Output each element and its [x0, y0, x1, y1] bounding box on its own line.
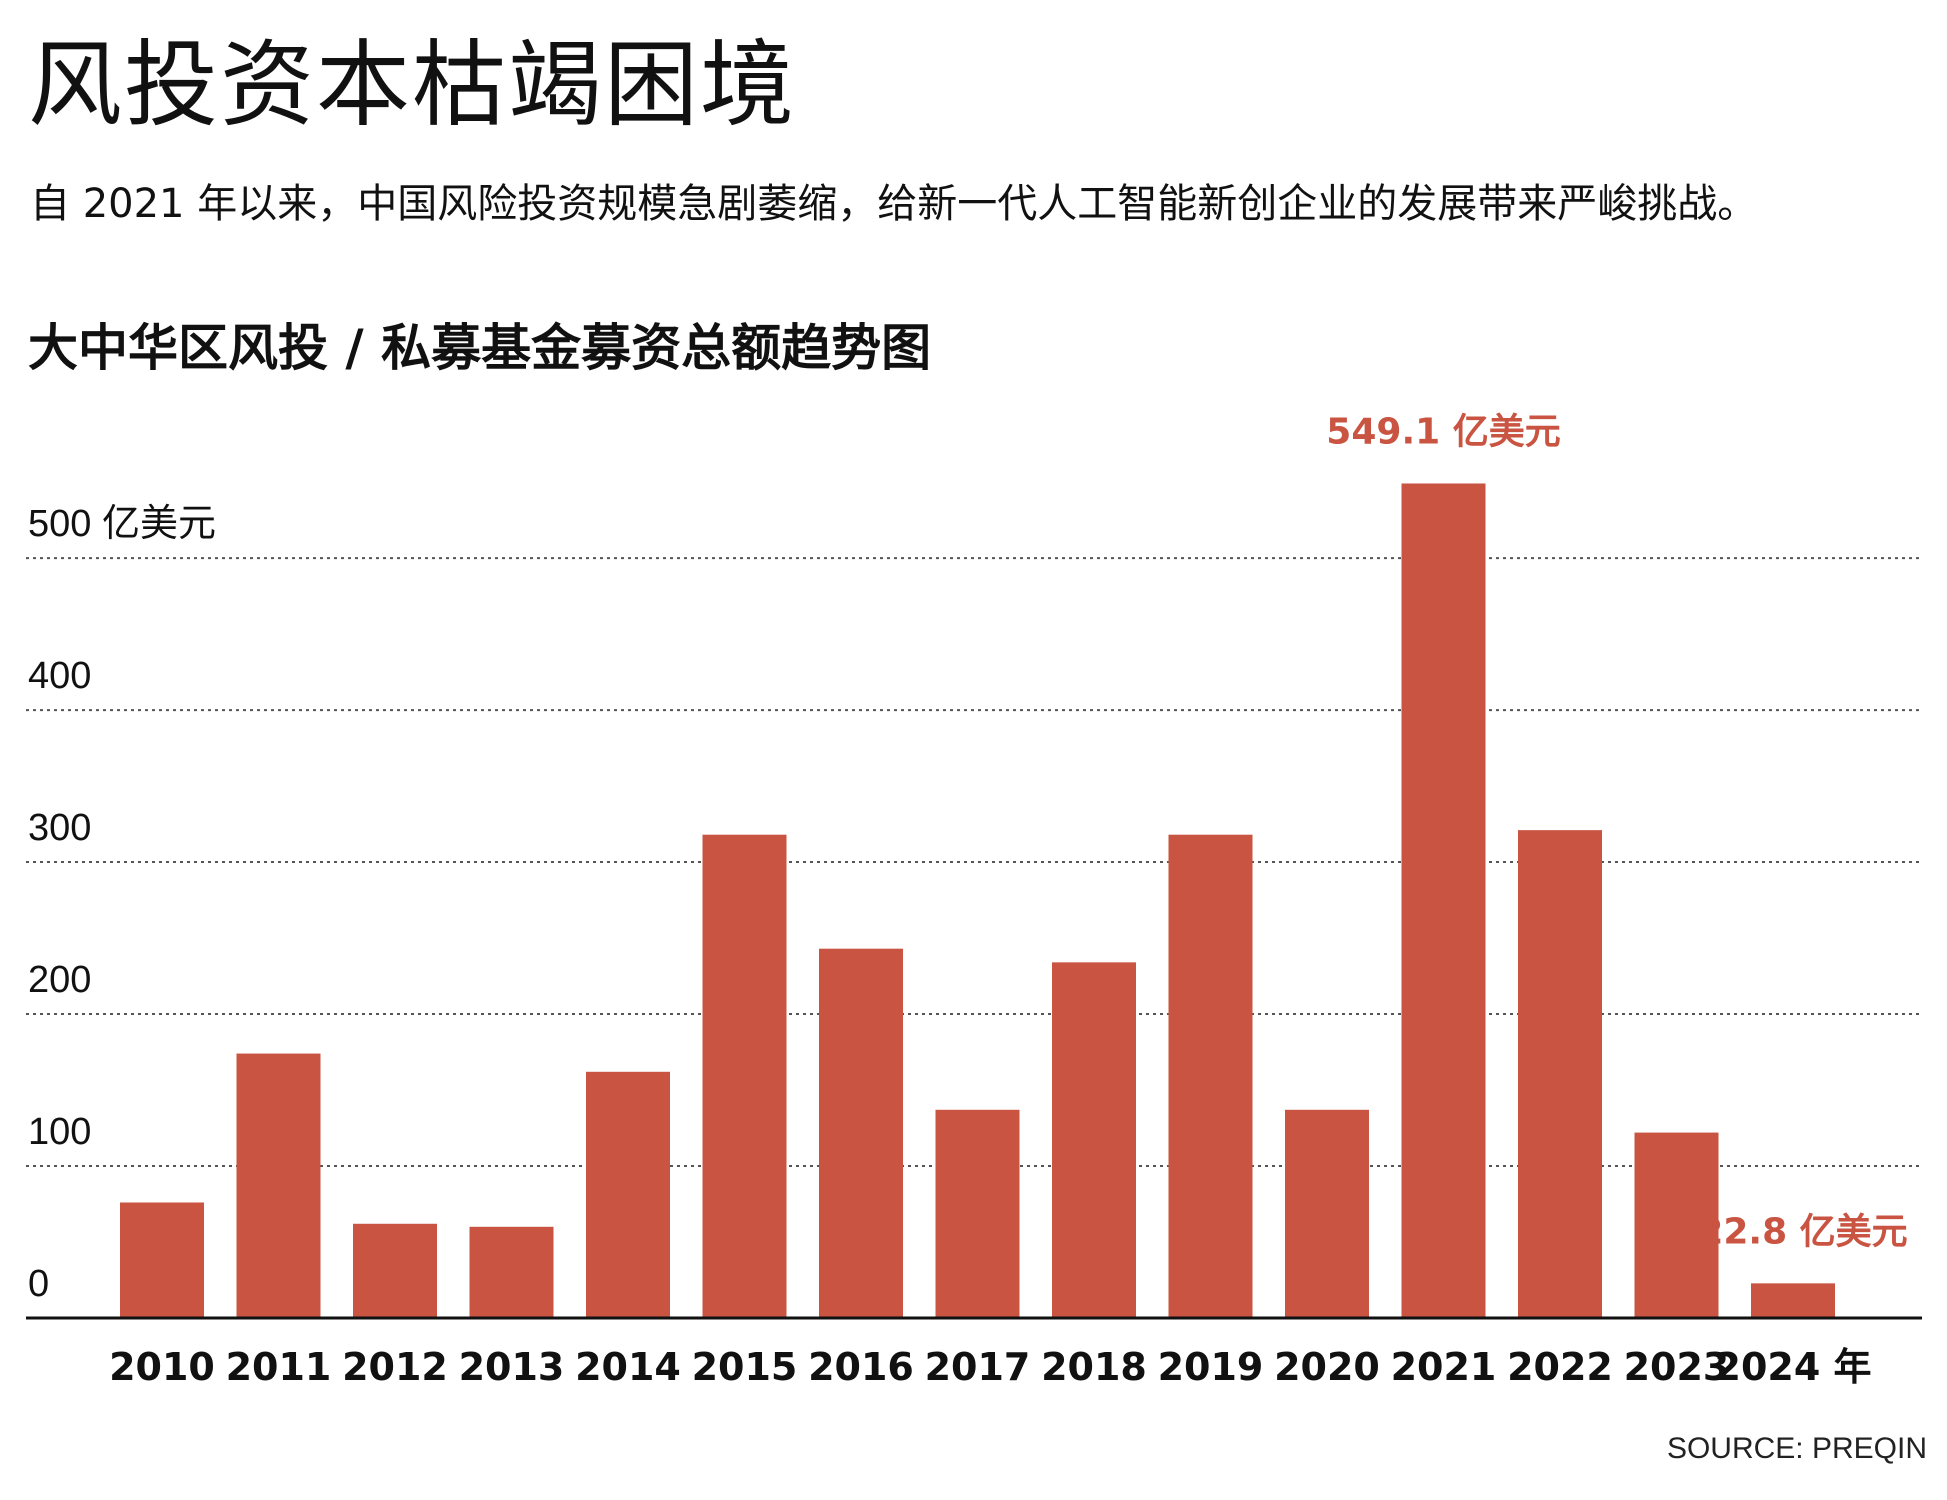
y-tick-label: 200 [28, 959, 91, 1001]
bar [702, 834, 787, 1318]
subtitle: 自 2021 年以来，中国风险投资规模急剧萎缩，给新一代人工智能新创企业的发展带… [30, 181, 1758, 227]
bar [469, 1226, 554, 1318]
data-label: 22.8 亿美元 [1698, 1211, 1907, 1252]
x-tick-label: 2016 [808, 1345, 914, 1389]
x-tick-label: 2013 [459, 1345, 565, 1389]
x-tick-label: 2014 [575, 1345, 681, 1389]
bar [120, 1202, 204, 1318]
bars [120, 483, 1835, 1319]
headline: 风投资本枯竭困境 [28, 31, 797, 140]
x-tick-label: 2017 [925, 1345, 1031, 1389]
bar [1168, 834, 1253, 1318]
bar [1052, 962, 1136, 1318]
y-tick-labels: 0 100 200 300 400 500 亿美元 [28, 503, 216, 1305]
x-tick-label: 2021 [1391, 1345, 1497, 1389]
gridlines [26, 557, 1922, 1168]
x-tick-label: 2023 [1624, 1345, 1730, 1389]
bar [1518, 830, 1602, 1318]
x-tick-label: 2010 [109, 1345, 215, 1389]
chart-title: 大中华区风投 / 私募基金募资总额趋势图 [28, 319, 932, 377]
bar [1634, 1132, 1719, 1318]
bar [1285, 1109, 1369, 1318]
source-note: SOURCE: PREQIN [1666, 1432, 1927, 1465]
bar [1751, 1283, 1835, 1318]
x-tick-label: 2018 [1041, 1345, 1147, 1389]
data-label: 549.1 亿美元 [1326, 411, 1560, 452]
x-tick-label: 2022 [1507, 1345, 1613, 1389]
x-tick-label: 2019 [1158, 1345, 1264, 1389]
y-tick-label: 500 亿美元 [28, 503, 216, 545]
y-tick-label: 300 [28, 807, 91, 849]
bar [586, 1071, 670, 1318]
bar [1401, 483, 1486, 1319]
bar [353, 1223, 437, 1318]
x-tick-label: 2011 [226, 1345, 332, 1389]
bar [819, 948, 903, 1318]
annotations: 549.1 亿美元 22.8 亿美元 [1326, 411, 1907, 1252]
x-tick-label: 2020 [1274, 1345, 1380, 1389]
x-tick-label: 2012 [342, 1345, 448, 1389]
x-tick-label: 2024 年 [1715, 1345, 1872, 1389]
y-tick-label: 100 [28, 1111, 91, 1153]
bar [236, 1053, 321, 1318]
bar [935, 1109, 1020, 1318]
x-tick-labels: 2010 2011 2012 2013 2014 2015 2016 2017 2018 2019… [109, 1345, 1871, 1389]
x-tick-label: 2015 [692, 1345, 798, 1389]
y-tick-label: 400 [28, 655, 91, 697]
y-tick-label: 0 [28, 1263, 49, 1305]
